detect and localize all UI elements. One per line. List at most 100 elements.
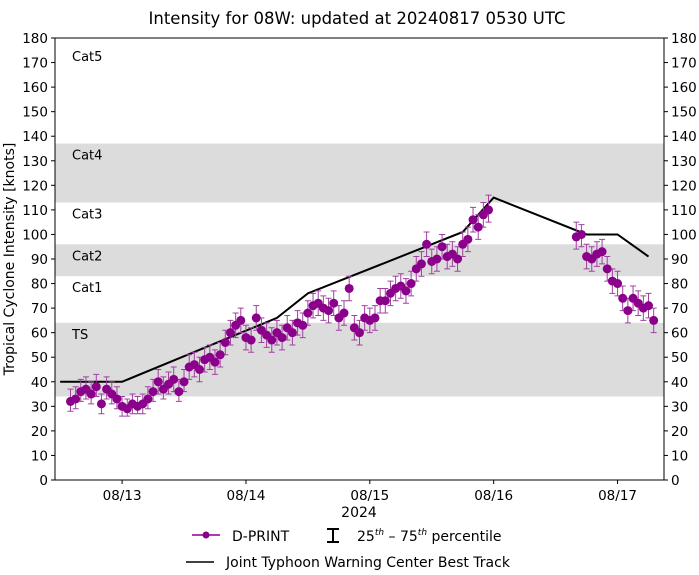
- dprint-point: [613, 279, 623, 289]
- y-tick-label-right: 100: [671, 227, 697, 243]
- legend-dprint-marker: [202, 531, 210, 539]
- dprint-point: [484, 205, 494, 215]
- y-tick-label-right: 170: [671, 56, 697, 72]
- dprint-point: [179, 377, 189, 387]
- band-label-cat2: Cat2: [72, 249, 102, 264]
- y-tick-label-left: 170: [22, 56, 48, 72]
- dprint-point: [112, 394, 122, 404]
- dprint-point: [370, 313, 380, 323]
- band-cat4: [55, 143, 664, 203]
- dprint-point: [287, 328, 297, 338]
- dprint-point: [236, 315, 246, 325]
- y-tick-label-left: 110: [22, 203, 48, 219]
- x-tick-label: 08/16: [474, 488, 513, 504]
- y-tick-label-right: 140: [671, 129, 697, 145]
- y-tick-label-left: 130: [22, 154, 48, 170]
- dprint-point: [148, 387, 158, 397]
- y-tick-label-right: 90: [671, 252, 688, 268]
- y-tick-label-right: 130: [671, 154, 697, 170]
- x-tick-label: 08/15: [350, 488, 389, 504]
- x-tick-label: 08/13: [103, 488, 142, 504]
- dprint-point: [618, 293, 628, 303]
- y-tick-label-right: 60: [671, 326, 688, 342]
- legend-percentile-label: 25th – 75th percentile: [357, 528, 502, 545]
- y-tick-label-right: 160: [671, 80, 697, 96]
- dprint-point: [225, 328, 235, 338]
- dprint-point: [355, 328, 364, 338]
- y-tick-label-left: 20: [31, 424, 48, 440]
- legend-errorbar-icon: [327, 528, 339, 543]
- dprint-point: [597, 247, 607, 257]
- y-tick-label-left: 50: [31, 350, 48, 366]
- dprint-point: [246, 335, 256, 345]
- legend-dprint-label: D-PRINT: [232, 529, 290, 545]
- dprint-point: [153, 377, 163, 387]
- dprint-point: [174, 387, 184, 397]
- y-tick-label-left: 80: [31, 277, 48, 293]
- dprint-point: [602, 264, 612, 274]
- dprint-point: [649, 315, 659, 325]
- dprint-point: [437, 242, 447, 252]
- y-tick-label-left: 120: [22, 178, 48, 194]
- dprint-point: [303, 308, 313, 318]
- dprint-point: [473, 222, 483, 232]
- dprint-point: [324, 306, 334, 316]
- y-tick-label-right: 10: [671, 448, 688, 464]
- y-axis-label: Tropical Cyclone Intensity [knots]: [2, 143, 18, 377]
- band-cat2: [55, 244, 664, 277]
- dprint-point: [432, 254, 442, 264]
- legend-best-track-label: Joint Typhoon Warning Center Best Track: [225, 555, 511, 571]
- y-tick-label-left: 70: [31, 301, 48, 317]
- dprint-point: [468, 215, 478, 225]
- dprint-point: [96, 399, 106, 409]
- band-label-ts: TS: [71, 328, 88, 343]
- y-tick-label-left: 150: [22, 105, 48, 121]
- y-tick-label-left: 60: [31, 326, 48, 342]
- y-tick-label-right: 120: [671, 178, 697, 194]
- dprint-point: [220, 337, 230, 347]
- dprint-point: [576, 229, 586, 239]
- dprint-point: [329, 298, 339, 308]
- dprint-point: [406, 279, 416, 289]
- y-tick-label-left: 160: [22, 80, 48, 96]
- dprint-point: [86, 389, 96, 399]
- dprint-point: [380, 296, 390, 306]
- y-tick-label-right: 150: [671, 105, 697, 121]
- dprint-point: [251, 313, 261, 323]
- band-label-cat4: Cat4: [72, 149, 102, 164]
- dprint-point: [344, 283, 354, 293]
- x-tick-label: 08/17: [598, 488, 637, 504]
- dprint-point: [401, 286, 411, 296]
- dprint-point: [298, 320, 308, 330]
- band-label-cat1: Cat1: [72, 281, 102, 296]
- dprint-point: [453, 254, 463, 264]
- y-tick-label-right: 30: [671, 399, 688, 415]
- y-tick-label-left: 0: [39, 473, 48, 489]
- dprint-point: [339, 308, 349, 318]
- band-label-cat3: Cat3: [72, 208, 102, 223]
- dprint-series: [65, 194, 659, 417]
- dprint-point: [416, 259, 426, 269]
- plot-frame: [54, 37, 665, 481]
- x-tick-label: 08/14: [227, 488, 266, 504]
- dprint-point: [91, 382, 101, 392]
- dprint-point: [623, 306, 633, 316]
- dprint-point: [210, 357, 220, 367]
- y-tick-label-right: 20: [671, 424, 688, 440]
- x-axis-label: 2024: [341, 505, 377, 521]
- y-tick-label-right: 80: [671, 277, 688, 293]
- dprint-point: [644, 301, 654, 311]
- chart-title: Intensity for 08W: updated at 20240817 0…: [149, 9, 566, 28]
- dprint-point: [422, 239, 432, 249]
- y-tick-label-right: 50: [671, 350, 688, 366]
- y-tick-label-right: 180: [671, 31, 697, 47]
- dprint-point: [267, 335, 277, 345]
- dprint-point: [71, 394, 81, 404]
- y-tick-label-left: 90: [31, 252, 48, 268]
- dprint-point: [143, 394, 153, 404]
- y-tick-label-right: 40: [671, 375, 688, 391]
- dprint-point: [277, 333, 287, 343]
- y-tick-label-left: 40: [31, 375, 48, 391]
- y-tick-label-left: 10: [31, 448, 48, 464]
